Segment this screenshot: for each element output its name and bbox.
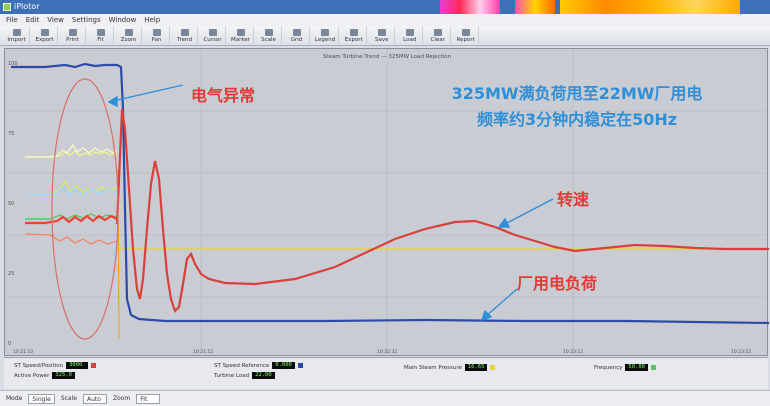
readout: Turbine Load 22.00 (214, 372, 275, 379)
axis-tick-labels: 100 75 50 25 0 (8, 61, 18, 347)
speed-series-line (115, 108, 769, 314)
menu-item-file[interactable]: File (6, 16, 18, 24)
readout: Active Power 325.0 (14, 372, 75, 379)
series-swatch (297, 363, 303, 368)
svg-text:10:21:12: 10:21:12 (13, 349, 33, 355)
readout: ST Speed/Position 3000 (14, 362, 97, 369)
toolbar-button[interactable]: Import (4, 27, 30, 44)
scale-icon (264, 28, 273, 36)
cursor-icon (208, 28, 217, 36)
scale-label: Scale (60, 395, 77, 402)
svg-text:75: 75 (8, 131, 14, 137)
menu-bar: File Edit View Settings Window Help (0, 14, 770, 26)
series-swatch (490, 365, 496, 370)
time-axis-labels: 10:21:12 10:21:52 10:22:32 10:23:12 10:2… (13, 349, 751, 355)
series-swatch (91, 363, 97, 368)
mode-label: Mode (6, 395, 23, 402)
svg-text:10:22:32: 10:22:32 (377, 349, 397, 355)
title-bar-glitch (515, 0, 555, 14)
svg-text:100: 100 (8, 61, 18, 67)
readout: Frequency 50.00 (594, 364, 656, 371)
toolbar-button[interactable]: Fit (88, 27, 114, 44)
export-icon (40, 28, 49, 36)
toolbar-button[interactable]: Export (32, 27, 58, 44)
toolbar-button[interactable]: Load (397, 27, 424, 44)
fit-icon (96, 28, 105, 36)
toolbar-button[interactable]: Pan (144, 27, 170, 44)
save-icon (377, 28, 386, 36)
trend-plot-canvas[interactable]: Steam Turbine Trend — 325MW Load Rejecti… (5, 49, 769, 357)
plot-header: Steam Turbine Trend — 325MW Load Rejecti… (323, 54, 452, 60)
scale-select[interactable]: Auto (82, 393, 107, 404)
import-icon (12, 28, 21, 36)
menu-item-edit[interactable]: Edit (25, 16, 40, 24)
annotation-house-load: 厂用电负荷 (517, 274, 597, 293)
toolbar-button[interactable]: Save (369, 27, 396, 44)
annotation-speed: 转速 (557, 190, 589, 209)
marker-icon (236, 28, 245, 36)
svg-text:10:23:12: 10:23:12 (563, 349, 583, 355)
export-icon (349, 28, 358, 36)
window-title: iPlotor (14, 2, 40, 11)
toolbar-button[interactable]: Trend (172, 27, 198, 44)
toolbar-button[interactable]: Print (60, 27, 86, 44)
load-icon (405, 28, 414, 36)
toolbar: Import Export Print Fit Zoom Pan Trend C… (0, 26, 770, 46)
readout-panel: ST Speed/Position 3000 Active Power 325.… (4, 357, 768, 389)
toolbar-button[interactable]: Marker (228, 27, 255, 44)
title-bar: iPlotor (0, 0, 770, 14)
svg-text:50: 50 (8, 201, 14, 207)
zoom-icon (124, 28, 133, 36)
toolbar-button[interactable]: Export (341, 27, 368, 44)
series-swatch (650, 365, 656, 370)
toolbar-button[interactable]: Legend (312, 27, 340, 44)
trend-plot[interactable]: Steam Turbine Trend — 325MW Load Rejecti… (4, 48, 769, 357)
zoom-label: Zoom (112, 395, 131, 402)
title-bar-glitch (560, 0, 740, 14)
print-icon (68, 28, 77, 36)
load-series-line (11, 62, 769, 325)
toolbar-button[interactable]: Clear (425, 27, 452, 44)
svg-text:10:21:52: 10:21:52 (193, 349, 213, 355)
report-icon (461, 28, 470, 36)
readout: ST Speed Reference 0.000 (214, 362, 303, 369)
svg-text:10:23:52: 10:23:52 (731, 349, 751, 355)
zoom-select[interactable]: Fit (136, 393, 161, 404)
menu-item-window[interactable]: Window (108, 16, 137, 24)
readout: Main Steam Pressure 16.65 (404, 364, 496, 371)
pan-icon (152, 28, 161, 36)
annotation-summary-line2: 频率约3分钟内稳定在50Hz (477, 110, 677, 129)
app-icon (3, 3, 11, 11)
mode-select[interactable]: Single (28, 393, 55, 404)
toolbar-button[interactable]: Cursor (200, 27, 226, 44)
legend-icon (321, 28, 330, 36)
toolbar-button[interactable]: Grid (284, 27, 311, 44)
menu-item-settings[interactable]: Settings (71, 16, 101, 24)
menu-item-view[interactable]: View (47, 16, 64, 24)
title-bar-glitch (440, 0, 500, 14)
menu-item-help[interactable]: Help (144, 16, 161, 24)
toolbar-button[interactable]: Zoom (116, 27, 142, 44)
annotation-summary-line1: 325MW满负荷甩至22MW厂用电 (452, 84, 703, 103)
toolbar-button[interactable]: Report (453, 27, 480, 44)
annotation-arrows (107, 84, 554, 322)
fault-region-ellipse (51, 78, 119, 340)
bottom-bar: Mode Single Scale Auto Zoom Fit (0, 390, 770, 406)
svg-text:25: 25 (8, 271, 14, 277)
grid-icon (292, 28, 301, 36)
annotation-electrical-fault: 电气异常 (191, 86, 255, 105)
trend-icon (180, 28, 189, 36)
pre-fault-traces (24, 143, 118, 245)
clear-icon (433, 28, 442, 36)
svg-text:0: 0 (8, 341, 11, 347)
toolbar-button[interactable]: Scale (256, 27, 283, 44)
